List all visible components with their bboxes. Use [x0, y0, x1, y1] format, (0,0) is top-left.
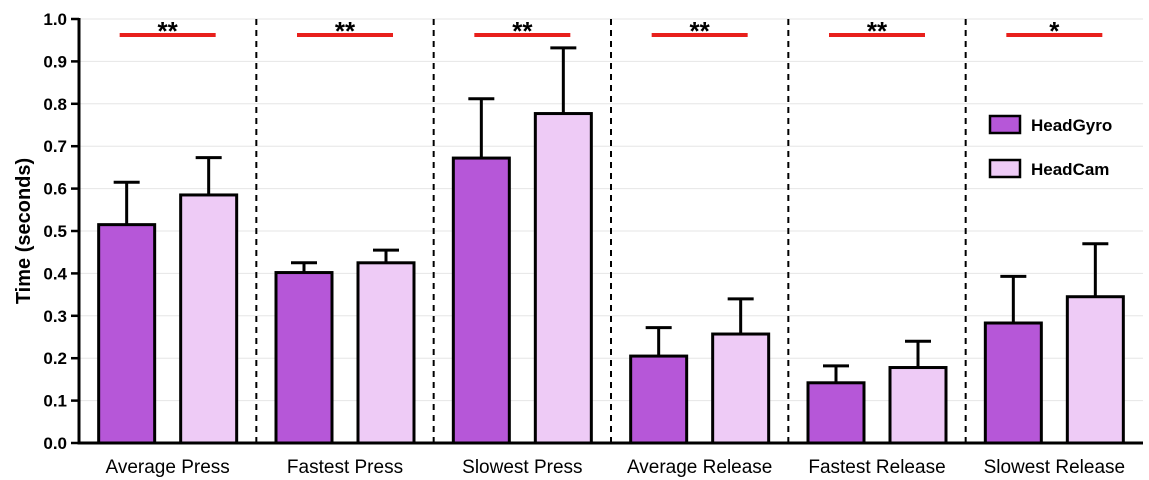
significance-stars: **	[158, 16, 179, 46]
category-label: Average Press	[106, 457, 230, 478]
y-tick-label: 1.0	[43, 10, 67, 29]
category-label: Fastest Press	[287, 457, 403, 478]
group-separators	[255, 19, 967, 443]
significance-stars: **	[335, 16, 356, 46]
significance-stars: **	[512, 16, 533, 46]
bar-headgyro	[806, 381, 866, 445]
bar-headgyro	[97, 223, 157, 445]
category-labels: Average Press Fastest Press Slowest Press A…	[106, 457, 1126, 478]
significance-stars: *	[1049, 16, 1060, 46]
bars	[97, 46, 1125, 445]
legend-swatch-headcam	[988, 158, 1022, 179]
legend-swatch-headgyro	[988, 114, 1022, 135]
significance-stars: **	[867, 16, 888, 46]
y-tick-label: 0.0	[43, 434, 67, 453]
bar-headcam	[888, 366, 948, 445]
bar-headgyro	[274, 271, 334, 445]
y-tick-label: 0.1	[43, 392, 67, 411]
bar-headgyro	[983, 321, 1043, 445]
legend-label-headgyro: HeadGyro	[1031, 116, 1112, 135]
y-tick-label: 0.2	[43, 349, 67, 368]
y-tick-label: 0.3	[43, 307, 67, 326]
y-tick-label: 0.9	[43, 52, 67, 71]
bar-headcam	[711, 332, 771, 445]
y-tick-label: 0.8	[43, 95, 67, 114]
bar-headcam	[179, 193, 239, 445]
y-ticks: 0.0 0.1 0.2 0.3 0.4 0.5 0.6 0.7 0.8 0.9 1.0	[43, 10, 79, 453]
legend: HeadGyro HeadCam	[988, 114, 1112, 179]
y-tick-label: 0.4	[43, 264, 67, 283]
y-tick-label: 0.6	[43, 180, 67, 199]
significance-stars: **	[690, 16, 711, 46]
category-label: Fastest Release	[808, 457, 945, 478]
bar-headcam	[533, 112, 593, 445]
bar-headgyro	[451, 156, 511, 445]
category-label: Average Release	[627, 457, 772, 478]
y-tick-label: 0.5	[43, 222, 67, 241]
category-label: Slowest Release	[984, 457, 1126, 478]
bar-headcam	[1065, 295, 1125, 445]
significance-markers: ** ** ** ** ** *	[119, 16, 1103, 46]
category-label: Slowest Press	[462, 457, 582, 478]
y-axis-label: Time (seconds)	[13, 158, 35, 304]
legend-label-headcam: HeadCam	[1031, 160, 1109, 179]
y-tick-label: 0.7	[43, 137, 67, 156]
bar-headgyro	[629, 354, 689, 445]
bar-headcam	[356, 261, 416, 445]
